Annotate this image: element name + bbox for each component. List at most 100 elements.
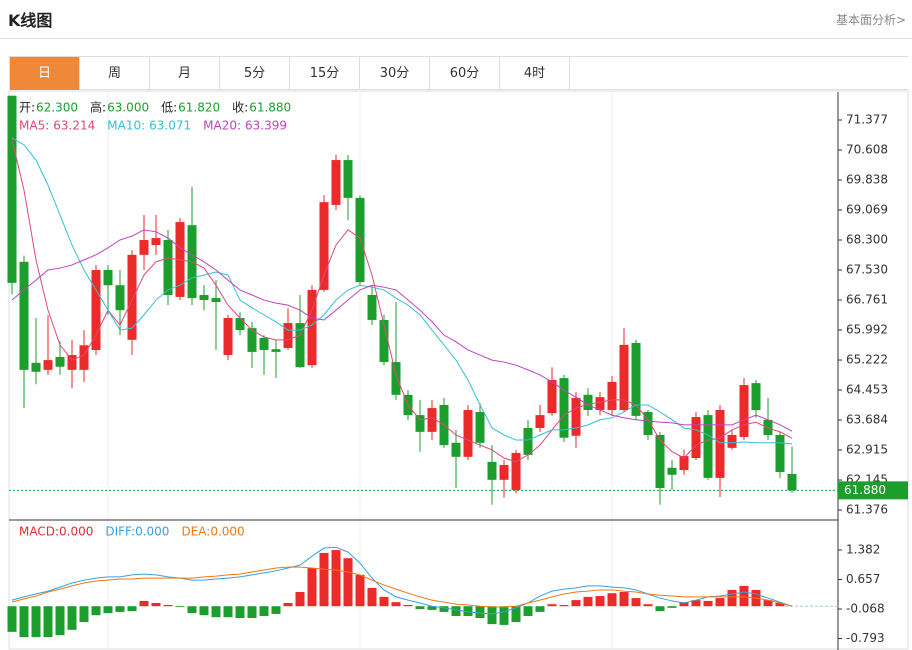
- macd-legend-value: 0.000: [210, 525, 244, 539]
- candle-body: [475, 411, 485, 443]
- candle-body: [79, 345, 89, 370]
- candle-body: [451, 442, 461, 457]
- candle-body: [247, 328, 257, 352]
- ohlc-value: 61.820: [178, 101, 220, 115]
- macd-bar: [187, 606, 197, 614]
- macd-bar: [667, 606, 677, 608]
- candle-body: [679, 456, 689, 471]
- macd-bar: [511, 606, 521, 623]
- macd-bar: [259, 606, 269, 616]
- y-tick-label: 67.530: [846, 263, 888, 277]
- y-tick-label: 65.222: [846, 353, 888, 367]
- y-tick-label: 70.608: [846, 142, 888, 156]
- candle-body: [763, 419, 773, 435]
- candle-body: [223, 317, 233, 356]
- macd-bar: [175, 606, 185, 608]
- macd-bar: [367, 587, 377, 607]
- candle-body: [619, 344, 629, 411]
- candle-body: [703, 415, 713, 478]
- ohlc-label: 低:: [161, 101, 177, 115]
- candle-body: [331, 160, 341, 205]
- macd-bar: [403, 604, 413, 607]
- macd-bar: [559, 604, 569, 607]
- macd-bar: [487, 606, 497, 625]
- macd-bar: [91, 606, 101, 616]
- macd-bar: [295, 591, 305, 607]
- macd-bar: [439, 606, 449, 612]
- macd-legend-value: 0.000: [135, 525, 169, 539]
- y-tick-label: 61.376: [846, 503, 888, 517]
- macd-bar: [199, 606, 209, 616]
- macd-bar: [235, 606, 245, 619]
- y-tick-label: 1.382: [846, 542, 880, 556]
- candle-body: [667, 467, 677, 475]
- candle-body: [751, 383, 761, 411]
- ohlc-value: 62.300: [36, 101, 78, 115]
- macd-bar: [223, 606, 233, 618]
- macd-bar: [307, 567, 317, 607]
- ma-legend-name: MA5:: [19, 119, 49, 133]
- period-tab[interactable]: 月: [150, 57, 220, 90]
- candle-body: [55, 356, 65, 367]
- macd-bar: [343, 558, 353, 607]
- candle-body: [127, 254, 137, 340]
- candle-body: [511, 452, 521, 490]
- candle-body: [559, 378, 569, 438]
- macd-line: [11, 546, 793, 615]
- y-tick-label: -0.068: [846, 601, 885, 615]
- y-tick-label: 0.657: [846, 572, 880, 586]
- macd-bar: [499, 606, 509, 625]
- macd-bar: [703, 600, 713, 607]
- candle-body: [787, 473, 797, 491]
- macd-bar: [715, 598, 725, 607]
- period-tab[interactable]: 5分: [220, 57, 290, 90]
- macd-bar: [55, 606, 65, 636]
- candle-body: [595, 397, 605, 411]
- macd-bar: [331, 550, 341, 607]
- y-tick-label: 68.300: [846, 232, 888, 246]
- macd-bar: [163, 604, 173, 607]
- ma-legend-value: 63.071: [149, 119, 191, 133]
- macd-line: [11, 566, 793, 608]
- macd-bar: [139, 600, 149, 607]
- candle-body: [631, 342, 641, 416]
- candle-body: [379, 319, 389, 363]
- fundamentals-link[interactable]: 基本面分析>: [835, 13, 906, 27]
- macd-bar: [607, 593, 617, 607]
- candle-body: [499, 465, 509, 480]
- y-tick-label: 71.377: [846, 113, 888, 127]
- macd-bar: [775, 602, 785, 607]
- y-tick-label: 65.992: [846, 323, 888, 337]
- macd-bar: [475, 606, 485, 619]
- period-tab[interactable]: 60分: [430, 57, 500, 90]
- candle-body: [139, 239, 149, 255]
- candle-body: [163, 239, 173, 295]
- period-tab[interactable]: 15分: [290, 57, 360, 90]
- y-tick-label: 63.684: [846, 413, 888, 427]
- candle-body: [271, 349, 281, 352]
- period-tab[interactable]: 日: [10, 57, 80, 90]
- macd-bar: [79, 606, 89, 623]
- macd-bar: [523, 606, 533, 616]
- y-tick-label: 62.915: [846, 442, 888, 456]
- macd-bar: [211, 606, 221, 618]
- macd-bar: [319, 552, 329, 607]
- macd-bar: [43, 606, 53, 638]
- y-tick-label: 69.838: [846, 173, 888, 187]
- ma-line: [11, 139, 793, 463]
- macd-bar: [679, 602, 689, 607]
- period-tab[interactable]: 30分: [360, 57, 430, 90]
- macd-bar: [643, 604, 653, 607]
- candle-body: [307, 289, 317, 366]
- period-tab[interactable]: 4时: [500, 57, 570, 90]
- ohlc-value: 63.000: [107, 101, 149, 115]
- macd-bar: [727, 589, 737, 607]
- candle-body: [211, 298, 221, 303]
- period-tab[interactable]: 周: [80, 57, 150, 90]
- macd-bar: [451, 606, 461, 616]
- macd-legend-name: DEA:: [181, 525, 210, 539]
- candle-body: [31, 362, 41, 372]
- macd-bar: [151, 602, 161, 607]
- candle-body: [487, 461, 497, 480]
